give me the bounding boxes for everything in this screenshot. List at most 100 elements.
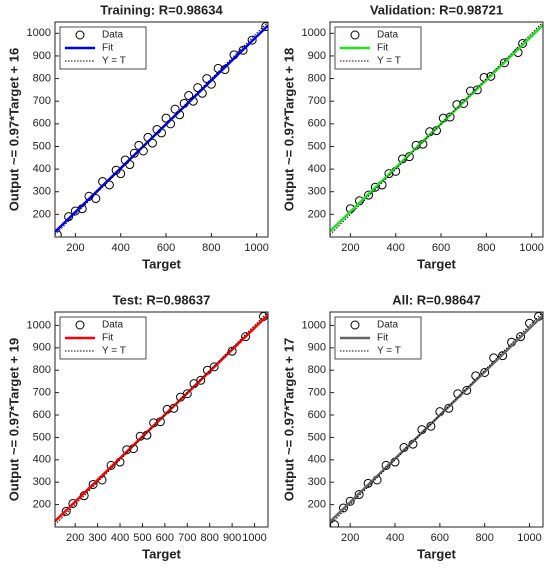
data-point — [184, 91, 194, 101]
y-tick-label: 900 — [308, 50, 326, 62]
data-point — [445, 112, 455, 122]
y-tick-label: 700 — [33, 387, 51, 399]
plot-frame — [54, 311, 269, 528]
y-tick-label: 600 — [33, 118, 51, 130]
data-point — [486, 71, 496, 81]
x-tick-label: 400 — [111, 532, 129, 544]
y-tick-label: 400 — [33, 454, 51, 466]
y-tick-label: 300 — [308, 186, 326, 198]
data-point — [499, 58, 509, 68]
legend: Data Fit Y = T — [334, 26, 422, 70]
data-point — [241, 332, 251, 342]
data-point — [444, 403, 454, 413]
y-tick-label: 400 — [308, 454, 326, 466]
legend-label: Data — [377, 320, 399, 331]
y-tick-label: 1000 — [302, 27, 326, 39]
legend-marker — [75, 30, 85, 40]
subplot: Training: R=0.98634 Target Output ~= 0.97*… — [6, 2, 269, 271]
x-tick-label: 800 — [476, 532, 494, 544]
legend-label: Data — [102, 30, 124, 41]
y-tick-label: 900 — [308, 342, 326, 354]
y-tick-label: 800 — [33, 364, 51, 376]
x-tick-label: 1000 — [519, 242, 543, 254]
y-tick-label: 300 — [33, 186, 51, 198]
legend-label: Fit — [377, 43, 388, 54]
y-tick-label: 700 — [308, 387, 326, 399]
data-point — [238, 45, 248, 55]
x-tick-label: 300 — [88, 532, 106, 544]
x-tick-label: 600 — [157, 242, 175, 254]
x-tick-label: 400 — [387, 242, 405, 254]
legend-label: Fit — [102, 333, 113, 344]
x-tick-label: 1000 — [244, 242, 268, 254]
identity-line — [55, 22, 268, 236]
legend: Data Fit Y = T — [334, 316, 422, 360]
identity-line — [330, 22, 543, 236]
x-tick-label: 800 — [201, 532, 219, 544]
y-tick-label: 400 — [33, 163, 51, 175]
data-point — [480, 367, 490, 377]
identity-line — [330, 312, 543, 526]
data-point — [459, 98, 469, 108]
y-tick-label: 800 — [308, 364, 326, 376]
data-point — [196, 375, 206, 385]
x-tick-label: 200 — [341, 532, 359, 544]
y-tick-label: 1000 — [302, 319, 326, 331]
y-tick-label: 700 — [308, 95, 326, 107]
legend-marker — [75, 320, 85, 330]
y-tick-label: 1000 — [27, 27, 51, 39]
x-axis-label: Target — [142, 546, 181, 561]
data-point — [404, 152, 414, 162]
chart-title: Test: R=0.98637 — [113, 292, 211, 307]
y-axis-label: Output ~= 0.97*Target + 16 — [6, 48, 21, 211]
legend-marker — [350, 30, 360, 40]
x-tick-label: 500 — [133, 532, 151, 544]
legend-label: Y = T — [102, 346, 126, 357]
y-tick-label: 900 — [33, 342, 51, 354]
x-tick-label: 600 — [432, 242, 450, 254]
y-tick-label: 200 — [308, 499, 326, 511]
data-point — [384, 169, 394, 179]
data-point — [516, 332, 526, 342]
marks — [55, 312, 268, 526]
y-axis-label: Output ~= 0.97*Target + 17 — [281, 338, 296, 501]
y-tick-label: 900 — [33, 50, 51, 62]
chart-title: Training: R=0.98634 — [100, 2, 223, 17]
subplot: All: R=0.98647 Target Output ~= 0.97*Targe… — [281, 292, 544, 561]
x-tick-label: 200 — [66, 532, 84, 544]
legend-label: Data — [377, 30, 399, 41]
legend-label: Y = T — [377, 56, 401, 67]
y-tick-label: 600 — [308, 409, 326, 421]
data-point — [88, 479, 98, 489]
legend-marker — [350, 320, 360, 330]
data-point — [170, 104, 180, 114]
subplot: Test: R=0.98637 Target Output ~= 0.97*Targ… — [6, 292, 269, 561]
legend-label: Data — [102, 320, 124, 331]
identity-line — [55, 312, 268, 526]
data-point — [354, 490, 364, 500]
y-tick-label: 500 — [33, 431, 51, 443]
data-point — [129, 148, 139, 158]
subplot: Validation: R=0.98721 Target Output ~= 0.9… — [281, 2, 543, 271]
data-point — [370, 182, 380, 192]
legend: Data Fit Y = T — [59, 26, 147, 70]
y-tick-label: 200 — [33, 208, 51, 220]
data-point — [518, 39, 528, 48]
legend: Data Fit Y = T — [59, 316, 147, 360]
x-tick-label: 400 — [112, 242, 130, 254]
x-tick-label: 1000 — [242, 532, 266, 544]
marks — [330, 22, 543, 236]
y-tick-label: 300 — [33, 476, 51, 488]
data-point — [61, 506, 71, 516]
data-point — [182, 389, 192, 399]
data-point — [261, 22, 268, 32]
plot-frame — [54, 21, 269, 238]
plot-frame — [329, 21, 544, 238]
y-tick-label: 500 — [33, 140, 51, 152]
y-axis-label: Output ~= 0.97*Target + 18 — [281, 48, 296, 211]
y-tick-label: 700 — [33, 95, 51, 107]
x-axis-label: Target — [142, 256, 181, 271]
data-point — [122, 445, 132, 455]
y-tick-label: 800 — [33, 72, 51, 84]
